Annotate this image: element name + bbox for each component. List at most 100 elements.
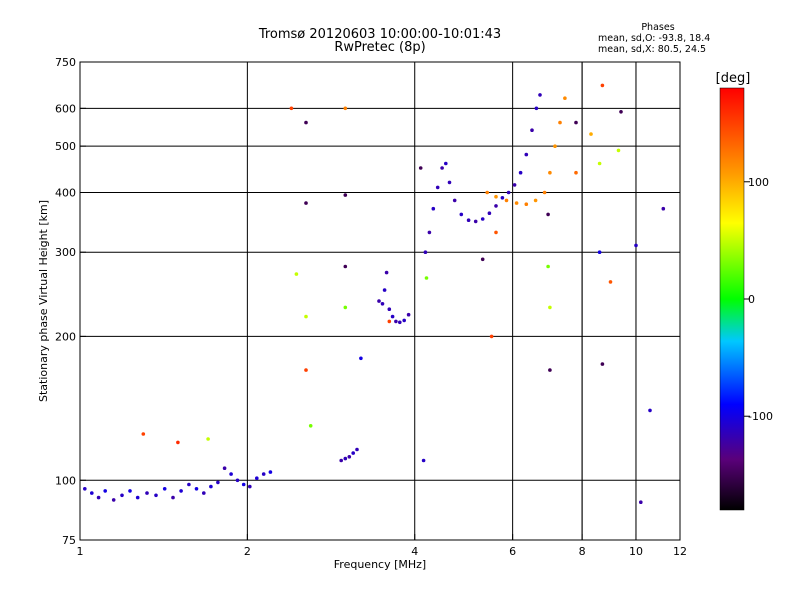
data-point	[524, 152, 529, 157]
data-point	[504, 198, 509, 203]
data-point	[398, 320, 402, 325]
data-point	[440, 166, 444, 170]
data-point	[558, 120, 562, 125]
data-point	[83, 487, 87, 491]
data-point	[380, 302, 385, 306]
data-point	[171, 495, 175, 500]
data-point	[96, 495, 101, 500]
legend-line-o: mean, sd,O: -93.8, 18.4	[598, 33, 711, 44]
data-point	[235, 478, 240, 483]
legend-title: Phases	[641, 22, 675, 33]
data-point	[268, 470, 273, 474]
data-point	[661, 206, 666, 211]
y-tick-label: 400	[55, 186, 76, 199]
chart-title: Tromsø 20120603 10:00:00-10:01:43	[258, 27, 502, 42]
y-tick-label: 300	[55, 246, 76, 259]
data-point	[187, 482, 191, 487]
data-point	[524, 202, 529, 206]
data-point	[141, 432, 146, 436]
data-point	[435, 185, 440, 190]
data-point	[447, 180, 452, 185]
data-point	[304, 368, 308, 372]
data-point	[179, 489, 183, 493]
data-point	[222, 466, 227, 471]
y-tick-label: 200	[55, 330, 76, 343]
data-point	[145, 491, 149, 495]
data-point	[351, 451, 356, 455]
data-point	[485, 190, 490, 195]
data-point	[494, 194, 498, 199]
y-tick-label: 600	[55, 102, 76, 115]
y-tick-label: 750	[55, 56, 76, 69]
grid	[80, 62, 680, 540]
data-point	[548, 368, 552, 372]
x-axis: 1 2 4 6 8 10 12	[77, 534, 687, 558]
data-point	[473, 219, 478, 224]
data-points	[83, 83, 666, 505]
data-point	[343, 264, 348, 269]
data-point	[241, 482, 246, 487]
data-point	[480, 217, 485, 221]
data-point	[359, 356, 363, 361]
data-point	[377, 299, 381, 303]
data-point	[248, 484, 252, 489]
x-tick-label: 1	[77, 545, 84, 558]
data-point	[427, 230, 432, 235]
data-point	[616, 148, 621, 153]
data-point	[518, 170, 523, 175]
data-point	[608, 280, 613, 284]
data-point	[600, 362, 605, 366]
x-axis-label: Frequency [MHz]	[334, 558, 426, 571]
data-point	[343, 193, 348, 197]
data-point	[194, 487, 199, 491]
data-point	[202, 491, 206, 495]
data-point	[487, 211, 492, 215]
data-point	[574, 170, 578, 175]
data-point	[343, 106, 348, 111]
data-point	[648, 408, 652, 413]
data-point	[452, 198, 457, 203]
data-point	[343, 456, 348, 461]
colorbar-tick-label: 100	[748, 176, 769, 189]
data-point	[347, 455, 352, 459]
data-point	[120, 493, 124, 498]
data-point	[459, 212, 464, 217]
data-point	[128, 489, 132, 493]
x-tick-label: 2	[244, 545, 251, 558]
data-point	[553, 144, 557, 148]
data-point	[229, 472, 233, 476]
data-point	[466, 218, 471, 222]
data-point	[639, 500, 643, 505]
data-point	[90, 491, 94, 495]
data-point	[444, 161, 448, 166]
data-point	[530, 128, 534, 132]
data-point	[542, 190, 547, 195]
data-point	[406, 312, 411, 317]
data-point	[600, 83, 605, 88]
data-point	[597, 250, 602, 254]
data-point	[546, 212, 550, 217]
data-point	[384, 270, 389, 275]
y-tick-label: 75	[62, 534, 76, 547]
data-point	[304, 314, 308, 319]
data-point	[533, 198, 538, 203]
data-point	[480, 257, 485, 262]
x-tick-label: 8	[579, 545, 586, 558]
legend-line-x: mean, sd,X: 80.5, 24.5	[598, 44, 707, 55]
data-point	[355, 447, 359, 452]
data-point	[418, 166, 423, 170]
data-point	[506, 190, 511, 195]
colorbar-tick-label: 0	[748, 293, 755, 306]
data-point	[176, 440, 180, 445]
data-point	[500, 196, 505, 200]
colorbar-ticks: 100 0 -100	[744, 176, 773, 423]
x-tick-label: 6	[509, 545, 516, 558]
data-point	[304, 201, 308, 205]
data-point	[154, 493, 158, 498]
data-point	[423, 250, 428, 254]
data-point	[111, 498, 116, 502]
data-point	[489, 334, 494, 339]
data-point	[308, 424, 313, 428]
data-point	[563, 96, 567, 100]
